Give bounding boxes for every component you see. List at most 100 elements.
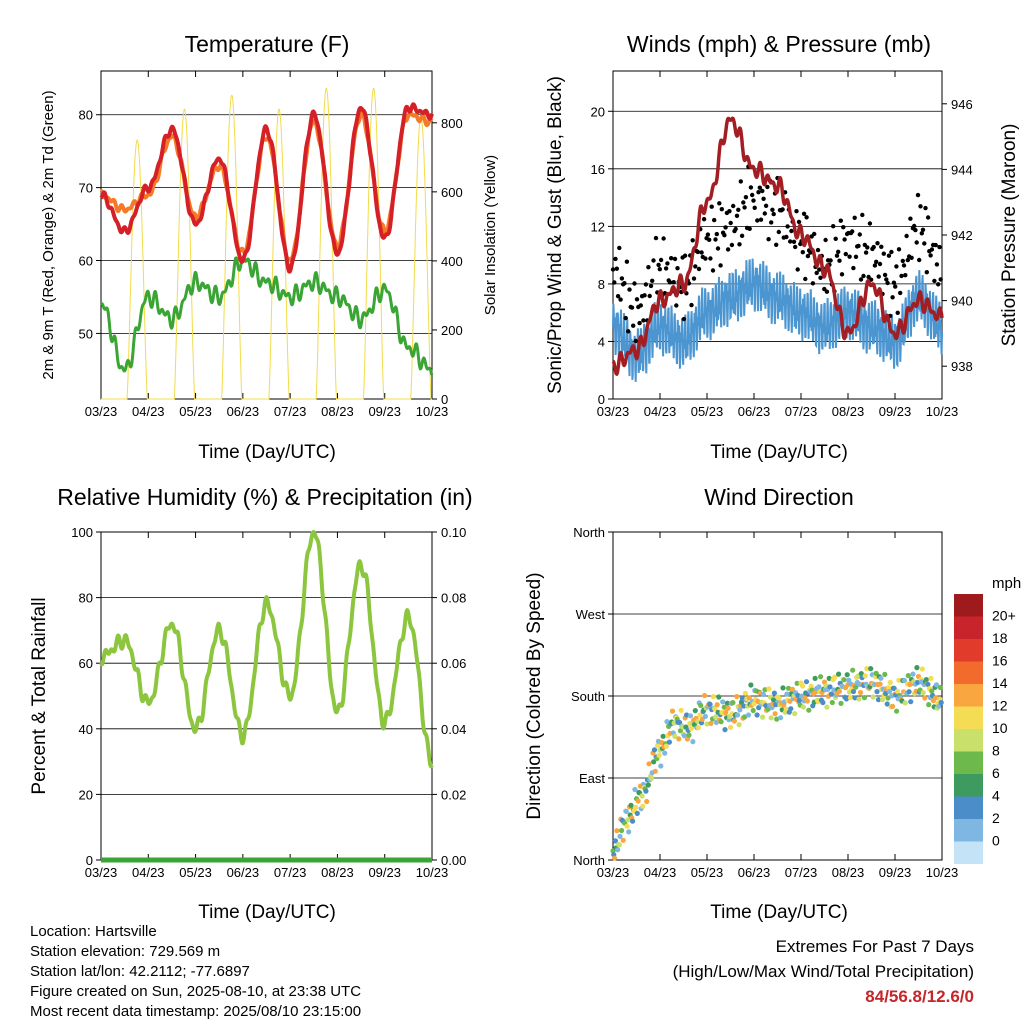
direction-point — [655, 742, 661, 749]
gust-point — [708, 256, 713, 261]
direction-point — [864, 666, 870, 672]
direction-point — [765, 706, 771, 712]
direction-point — [634, 810, 640, 817]
gust-point — [841, 225, 846, 230]
gust-point — [817, 267, 822, 272]
gust-point — [803, 276, 808, 282]
gust-point — [824, 289, 830, 294]
direction-point — [724, 700, 731, 706]
direction-point — [792, 711, 798, 717]
direction-point — [687, 713, 694, 719]
y-tick-label: North — [573, 525, 605, 540]
gust-point — [729, 242, 735, 248]
direction-point — [748, 682, 754, 688]
direction-point — [836, 671, 842, 677]
gust-point — [674, 303, 679, 308]
gust-point — [743, 195, 749, 200]
gust-point — [905, 257, 910, 263]
direction-point — [731, 718, 738, 724]
gust-point — [857, 232, 862, 237]
direction-point — [914, 665, 920, 671]
gust-point — [867, 221, 873, 226]
legend-label: 12 — [992, 698, 1008, 714]
direction-point — [722, 727, 728, 733]
direction-point — [626, 829, 632, 835]
gust-point — [757, 185, 762, 190]
legend-swatch — [954, 796, 983, 819]
direction-point — [908, 699, 914, 705]
gust-point — [876, 274, 881, 279]
gust-point — [642, 293, 647, 298]
gust-point — [675, 266, 680, 271]
gust-point — [771, 211, 776, 217]
gust-point — [725, 247, 731, 252]
dewpoint-series — [99, 256, 434, 376]
direction-point — [803, 679, 810, 685]
direction-point — [884, 701, 890, 707]
direction-point — [776, 695, 782, 701]
legend-swatch — [954, 706, 983, 729]
direction-point — [659, 739, 665, 746]
y-tick-label-right: 0 — [441, 392, 448, 407]
direction-point — [727, 724, 734, 730]
extremes-title: Extremes For Past 7 Days — [775, 937, 974, 956]
direction-point — [630, 818, 636, 824]
gust-point — [661, 236, 666, 241]
x-tick-label: 10/23 — [416, 865, 449, 880]
y-tick-label: 60 — [79, 656, 93, 671]
legend-label: 14 — [992, 675, 1008, 691]
direction-point — [745, 712, 752, 718]
y-tick-label: 80 — [79, 591, 93, 606]
direction-point — [612, 855, 618, 861]
legend-label: 2 — [992, 810, 1000, 826]
direction-point — [816, 684, 822, 690]
direction-point — [664, 719, 670, 725]
direction-point — [923, 677, 929, 683]
gust-point — [615, 294, 621, 299]
direction-point — [929, 688, 935, 694]
direction-point — [838, 700, 844, 707]
y-tick-label: 80 — [79, 108, 93, 123]
direction-point — [894, 708, 900, 714]
gust-point — [924, 270, 929, 275]
gust-point — [658, 257, 664, 263]
direction-point — [877, 681, 883, 687]
gust-point — [646, 265, 651, 270]
y-tick-label-right: 944 — [951, 162, 973, 177]
direction-point — [736, 722, 742, 728]
gust-point — [633, 338, 638, 344]
y-tick-label-right: 946 — [951, 97, 973, 112]
direction-point — [640, 803, 646, 809]
x-tick-label: 03/23 — [85, 865, 118, 880]
gust-point — [874, 259, 879, 264]
gust-point — [714, 231, 719, 237]
gust-point — [886, 253, 892, 258]
gust-point — [669, 256, 674, 261]
speed-legend — [954, 594, 983, 864]
gust-point — [808, 250, 813, 255]
gust-point — [671, 280, 676, 285]
dir-ylabel-left: Direction (Colored By Speed) — [524, 572, 545, 819]
gust-point — [896, 247, 902, 252]
direction-point — [796, 697, 803, 704]
gust-point — [648, 283, 654, 289]
x-tick-label: 08/23 — [832, 865, 865, 880]
direction-point — [789, 686, 796, 692]
legend-swatch — [954, 661, 983, 684]
gust-point — [765, 184, 770, 190]
direction-point — [804, 698, 810, 704]
direction-point — [662, 750, 668, 756]
direction-point — [846, 677, 852, 683]
gust-point — [623, 315, 628, 321]
y-tick-label-right: 200 — [441, 323, 463, 338]
gust-point — [614, 266, 619, 271]
gust-point — [752, 205, 757, 210]
direction-point — [686, 732, 692, 738]
direction-point — [879, 697, 886, 703]
direction-point — [742, 690, 749, 696]
gust-point — [722, 233, 727, 238]
gust-point — [872, 263, 878, 268]
gust-point — [693, 264, 698, 269]
gust-point — [865, 245, 870, 250]
gust-point — [791, 239, 797, 244]
